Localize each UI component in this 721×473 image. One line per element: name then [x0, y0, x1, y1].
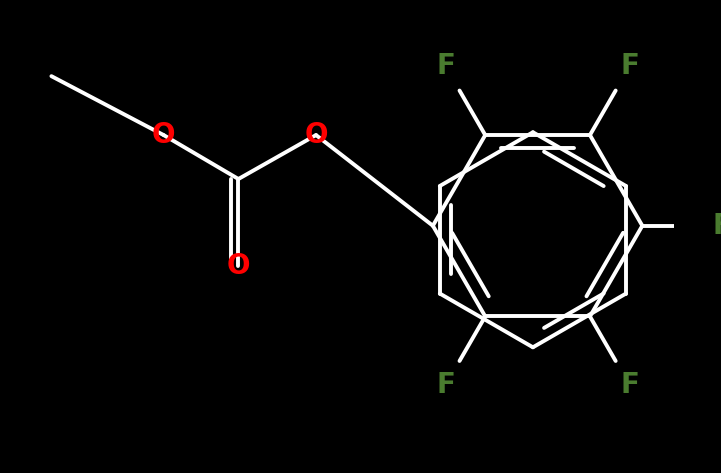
- Text: O: O: [304, 121, 328, 149]
- Text: F: F: [712, 212, 721, 240]
- Text: F: F: [436, 371, 455, 399]
- Text: F: F: [436, 52, 455, 80]
- Text: F: F: [620, 52, 639, 80]
- Text: O: O: [226, 252, 250, 280]
- Text: F: F: [620, 371, 639, 399]
- Text: O: O: [152, 121, 175, 149]
